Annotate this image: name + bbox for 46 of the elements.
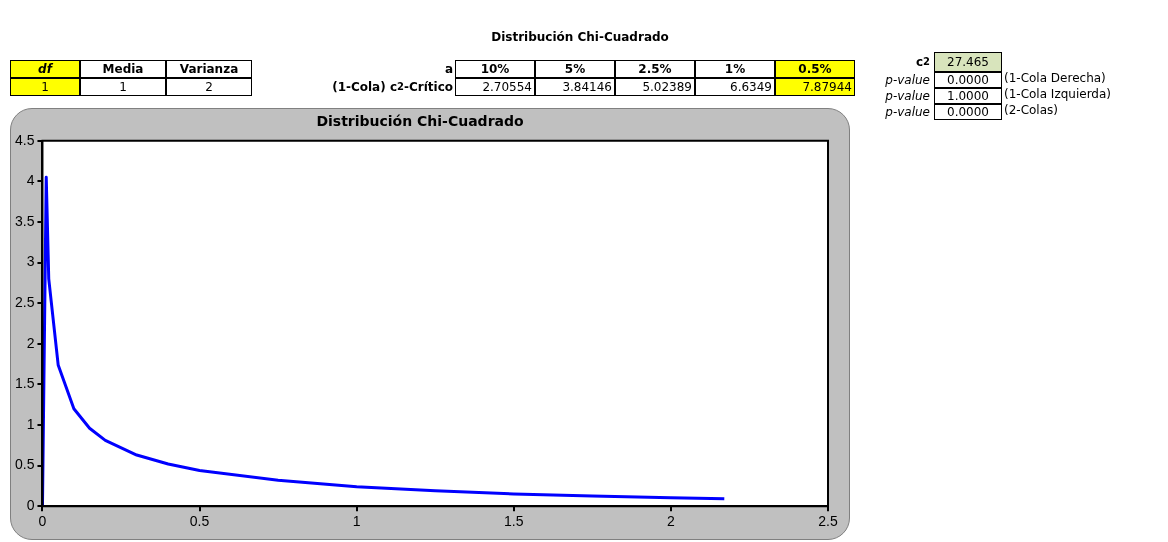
text: 6.6349: [695, 78, 775, 96]
y-tick-label: 2.5: [14, 294, 35, 311]
text: 0.5%: [775, 60, 855, 78]
text: c$^{2}$: [914, 54, 931, 71]
text: 1%: [695, 60, 775, 78]
text: 7.87944: [775, 78, 855, 96]
x-tick-label: 1: [352, 513, 361, 530]
text: 5.02389: [615, 78, 695, 96]
y-tick-label: 4: [26, 172, 35, 189]
text: df: [10, 60, 80, 78]
x-tick-label: 2.5: [818, 513, 838, 530]
text: p-value: [884, 72, 931, 88]
y-tick-label: 0: [26, 497, 35, 514]
x-tick-label: 0: [38, 513, 47, 530]
x-tick-label: 1.5: [504, 513, 524, 530]
text: 3.84146: [535, 78, 615, 96]
text: (2-Colas): [1003, 102, 1059, 118]
text: 27.465: [934, 52, 1002, 72]
text: p-value: [884, 88, 931, 104]
text: (1-Cola) c$^{2}$-Crítico: [331, 79, 454, 96]
text: 1.0000: [934, 88, 1002, 104]
y-tick-label: 3: [26, 253, 35, 270]
text: Media: [80, 60, 166, 78]
text: 1: [80, 78, 166, 96]
x-tick-label: 2: [666, 513, 675, 530]
x-tick-label: 0.5: [189, 513, 210, 530]
text: 2: [166, 78, 252, 96]
y-tick-label: 2: [26, 334, 35, 351]
y-tick-label: 1.5: [14, 375, 35, 392]
text: Distribución Chi-Cuadrado: [490, 29, 670, 46]
text: 10%: [455, 60, 535, 78]
chart-title: Distribución Chi-Cuadrado: [316, 113, 524, 130]
y-tick-label: 3.5: [14, 212, 35, 229]
y-tick-label: 1: [26, 415, 35, 432]
text: 5%: [535, 60, 615, 78]
text: 0.0000: [934, 104, 1002, 120]
text: (1-Cola Derecha): [1003, 70, 1107, 86]
y-tick-label: 0.5: [14, 456, 35, 473]
text: Varianza: [166, 60, 252, 78]
text: 2.5%: [615, 60, 695, 78]
text: a: [443, 61, 454, 78]
text: 0.0000: [934, 72, 1002, 88]
text: 2.70554: [455, 78, 535, 96]
text: (1-Cola Izquierda): [1003, 86, 1113, 102]
text: p-value: [884, 104, 931, 120]
y-tick-label: 4.5: [14, 131, 35, 148]
